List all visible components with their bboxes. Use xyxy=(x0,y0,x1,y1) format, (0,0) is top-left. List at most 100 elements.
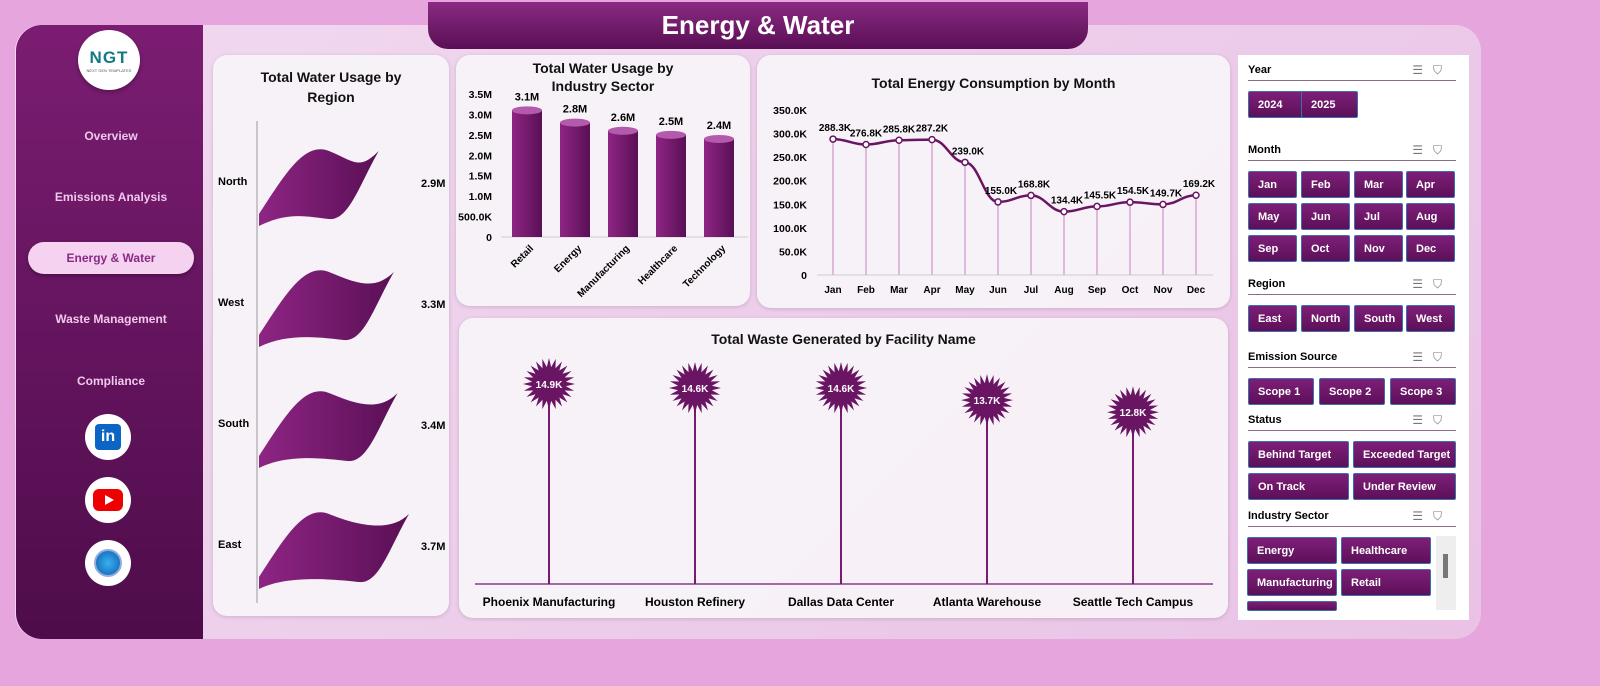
data-label: 285.8K xyxy=(883,124,916,135)
slicer-button-west[interactable]: West xyxy=(1406,305,1455,332)
clear-filter-icon[interactable]: ⛉ xyxy=(1432,277,1452,291)
energy-month-chart: 0 50.0K 100.0K 150.0K 200.0K 250.0K 300.0K 350.… xyxy=(773,105,1216,296)
slicer-button-sep[interactable]: Sep xyxy=(1248,235,1297,262)
slicer-button-scope-2[interactable]: Scope 2 xyxy=(1319,378,1385,405)
slicer-button-oct[interactable]: Oct xyxy=(1301,235,1350,262)
scrollbar-thumb[interactable] xyxy=(1443,554,1448,578)
data-point xyxy=(1060,207,1068,216)
multi-select-icon[interactable]: ☰ xyxy=(1412,63,1433,77)
slicer-button-exceeded-target[interactable]: Exceeded Target xyxy=(1353,441,1456,468)
x-tick-label: Sep xyxy=(1088,285,1106,296)
value-label: 3.7M xyxy=(421,541,445,553)
slicer-button-may[interactable]: May xyxy=(1248,203,1297,230)
slicer-button-partial[interactable] xyxy=(1247,601,1337,611)
slicer-button-healthcare[interactable]: Healthcare xyxy=(1341,537,1431,564)
nav-overview[interactable]: Overview xyxy=(84,129,138,143)
data-label: 276.8K xyxy=(850,129,883,140)
slicer-button-jun[interactable]: Jun xyxy=(1301,203,1350,230)
slicer-button-north[interactable]: North xyxy=(1301,305,1350,332)
y-tick-label: 0 xyxy=(486,232,492,244)
multi-select-icon[interactable]: ☰ xyxy=(1412,350,1433,364)
slicer-button-scope-1[interactable]: Scope 1 xyxy=(1248,378,1314,405)
slicer-button-2024[interactable]: 2024 xyxy=(1248,91,1305,118)
slicer-button-jan[interactable]: Jan xyxy=(1248,171,1297,198)
starburst-marker xyxy=(961,374,1013,427)
multi-select-icon[interactable]: ☰ xyxy=(1412,413,1433,427)
slicer-header-emission-source: Emission Source ☰⛉ xyxy=(1248,348,1456,368)
slicer-button-south[interactable]: South xyxy=(1354,305,1403,332)
x-tick-label: Retail xyxy=(509,243,536,270)
data-label: 12.8K xyxy=(1120,408,1147,419)
category-label: West xyxy=(218,297,244,309)
data-label: 13.7K xyxy=(974,396,1001,407)
slicer-button-mar[interactable]: Mar xyxy=(1354,171,1403,198)
category-label: North xyxy=(218,176,248,188)
slicer-button-aug[interactable]: Aug xyxy=(1406,203,1455,230)
slicer-button-on-track[interactable]: On Track xyxy=(1248,473,1349,500)
globe-icon[interactable] xyxy=(85,540,131,586)
clear-filter-icon[interactable]: ⛉ xyxy=(1432,350,1452,364)
clear-filter-icon[interactable]: ⛉ xyxy=(1432,509,1452,523)
data-point xyxy=(1126,198,1134,206)
slicer-scrollbar[interactable] xyxy=(1436,536,1456,610)
water-industry-chart: 0 500.0K 1.0M 1.5M 2.0M 2.5M 3.0M 3.5M 3.1M Retai… xyxy=(458,89,748,300)
bar-top xyxy=(512,106,542,115)
x-tick-label: Jul xyxy=(1024,285,1039,296)
slicer-button-under-review[interactable]: Under Review xyxy=(1353,473,1456,500)
data-label: 14.6K xyxy=(682,384,709,395)
page-title: Energy & Water xyxy=(428,2,1088,49)
slicer-button-manufacturing[interactable]: Manufacturing xyxy=(1247,569,1337,596)
bar-top xyxy=(704,134,734,143)
water-region-chart: North 2.9M West 3.3M South 3.4M East 3.7M xyxy=(218,121,445,603)
x-tick-label: Oct xyxy=(1122,285,1139,296)
multi-select-icon[interactable]: ☰ xyxy=(1412,143,1433,157)
bar xyxy=(560,122,590,237)
chart-title: Total Waste Generated by Facility Name xyxy=(711,331,976,347)
data-label: 134.4K xyxy=(1051,196,1084,207)
slicer-button-jul[interactable]: Jul xyxy=(1354,203,1403,230)
slicer-button-dec[interactable]: Dec xyxy=(1406,235,1455,262)
slicer-button-east[interactable]: East xyxy=(1248,305,1297,332)
data-label: 14.6K xyxy=(828,384,855,395)
value-label: 3.4M xyxy=(421,420,445,432)
slicer-button-retail[interactable]: Retail xyxy=(1341,569,1431,596)
slicer-button-energy[interactable]: Energy xyxy=(1247,537,1337,564)
slicer-button-nov[interactable]: Nov xyxy=(1354,235,1403,262)
data-label: 2.8M xyxy=(563,104,587,116)
y-tick-label: 200.0K xyxy=(773,176,807,188)
clear-filter-icon[interactable]: ⛉ xyxy=(1432,63,1452,77)
bar-top xyxy=(608,126,638,135)
bar xyxy=(512,110,542,237)
nav-compliance[interactable]: Compliance xyxy=(76,374,145,388)
logo-text: NGT xyxy=(89,47,129,67)
x-tick-label: Feb xyxy=(857,285,875,296)
nav-emissions-analysis[interactable]: Emissions Analysis xyxy=(54,190,168,204)
slicer-button-apr[interactable]: Apr xyxy=(1406,171,1455,198)
x-tick-label: Nov xyxy=(1154,285,1173,296)
x-tick-label: May xyxy=(955,285,975,296)
slicer-button-feb[interactable]: Feb xyxy=(1301,171,1350,198)
x-tick-label: Mar xyxy=(890,285,908,296)
nav-waste-management[interactable]: Waste Management xyxy=(55,312,167,326)
data-label: 2.5M xyxy=(659,116,683,128)
clear-filter-icon[interactable]: ⛉ xyxy=(1432,143,1452,157)
y-tick-label: 150.0K xyxy=(773,199,807,211)
y-tick-label: 250.0K xyxy=(773,152,807,164)
x-tick-label: Apr xyxy=(923,285,940,296)
nav-energy-water[interactable]: Energy & Water xyxy=(28,242,194,274)
slicer-button-behind-target[interactable]: Behind Target xyxy=(1248,441,1349,468)
youtube-icon[interactable] xyxy=(85,477,131,523)
multi-select-icon[interactable]: ☰ xyxy=(1412,509,1433,523)
slicer-button-2025[interactable]: 2025 xyxy=(1301,91,1358,118)
y-tick-label: 1.0M xyxy=(469,191,493,203)
slicer-header-region: Region ☰⛉ xyxy=(1248,275,1456,295)
slicer-button-scope-3[interactable]: Scope 3 xyxy=(1390,378,1456,405)
clear-filter-icon[interactable]: ⛉ xyxy=(1432,413,1452,427)
multi-select-icon[interactable]: ☰ xyxy=(1412,277,1433,291)
data-point xyxy=(994,198,1002,206)
y-tick-label: 3.5M xyxy=(469,89,493,101)
linkedin-icon[interactable]: in xyxy=(85,414,131,460)
flag-bar xyxy=(259,270,394,347)
water-region-card: Total Water Usage by Region North 2.9M Wes… xyxy=(213,55,449,616)
slicer-title: Industry Sector xyxy=(1248,510,1329,522)
